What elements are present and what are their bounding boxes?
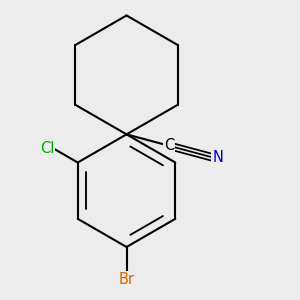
Text: Cl: Cl bbox=[40, 141, 54, 156]
Text: N: N bbox=[213, 150, 224, 165]
Text: C: C bbox=[164, 138, 174, 153]
Text: Br: Br bbox=[118, 272, 134, 287]
